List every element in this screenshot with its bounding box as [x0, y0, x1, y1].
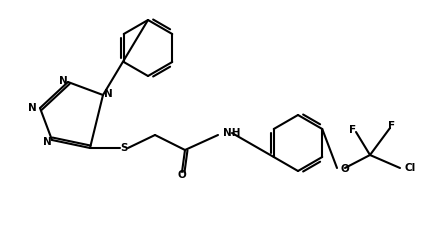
Text: N: N	[43, 137, 51, 147]
Text: F: F	[389, 121, 395, 131]
Text: N: N	[104, 89, 113, 99]
Text: F: F	[349, 125, 357, 135]
Text: N: N	[28, 103, 36, 113]
Text: Cl: Cl	[405, 163, 416, 173]
Text: O: O	[341, 164, 350, 174]
Text: S: S	[120, 143, 128, 153]
Text: N: N	[59, 76, 67, 86]
Text: NH: NH	[223, 128, 241, 138]
Text: O: O	[178, 170, 186, 180]
